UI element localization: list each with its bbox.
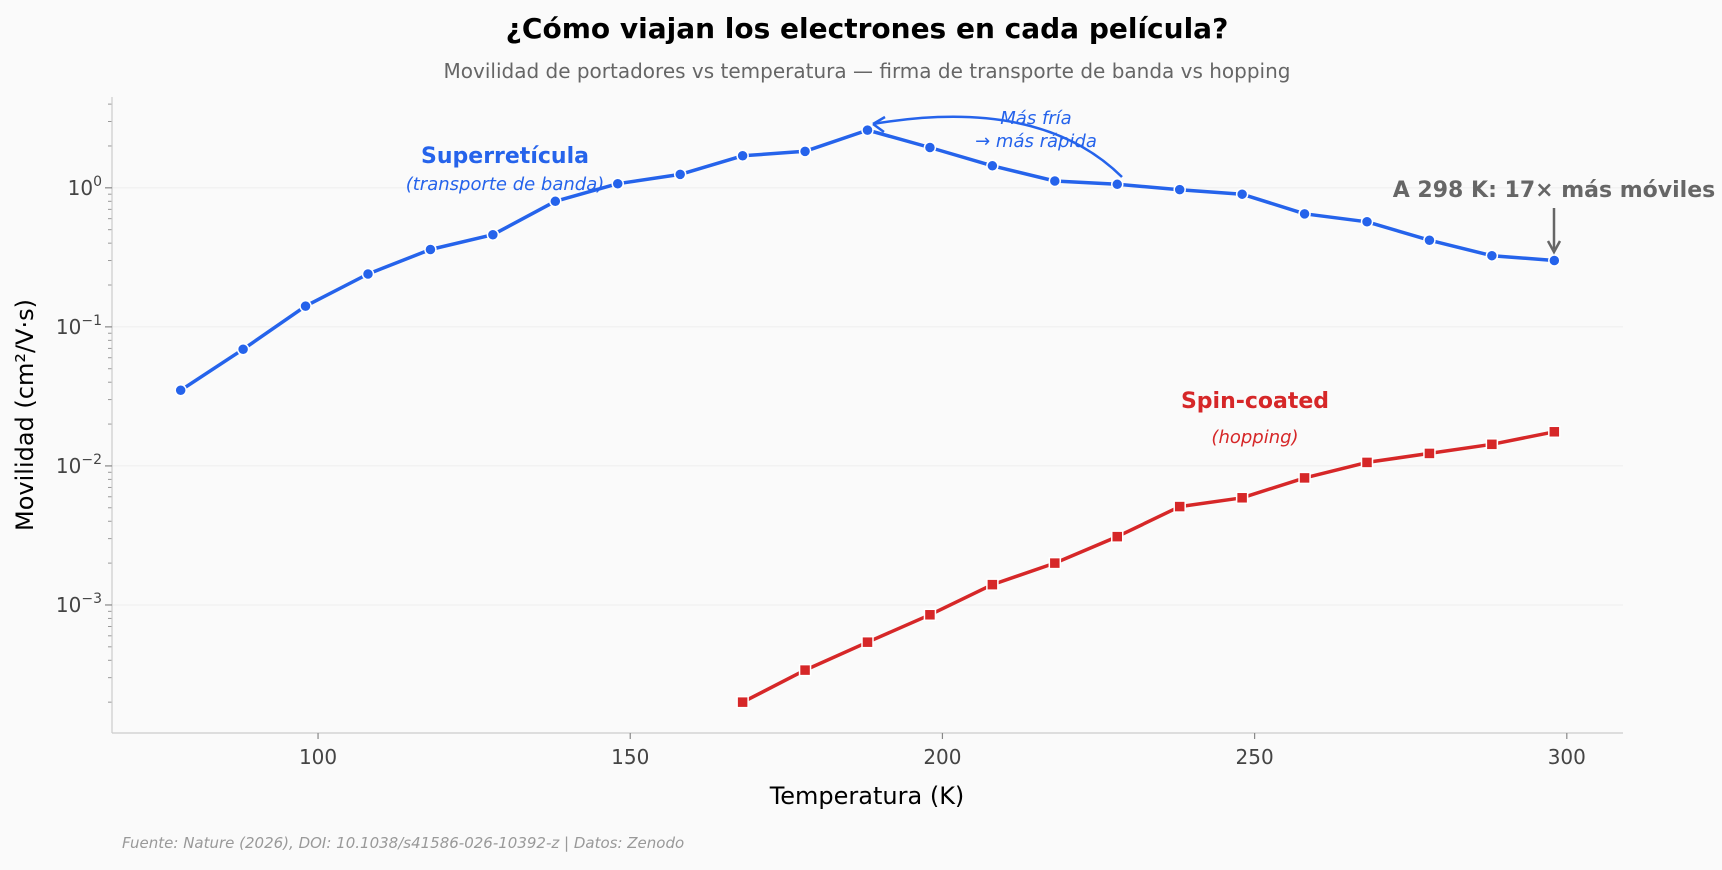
- data-point-spin-coated: [861, 635, 874, 649]
- chart-subtitle: Movilidad de portadores vs temperatura —…: [444, 59, 1291, 83]
- x-tick-label: 100: [299, 745, 337, 769]
- data-point-superret-cula: [1173, 183, 1186, 196]
- data-point-superret-cula: [736, 149, 749, 163]
- y-axis-label: Movilidad (cm²/V·s): [11, 299, 39, 531]
- data-point-superret-cula: [611, 177, 624, 190]
- data-point-spin-coated: [1298, 471, 1311, 485]
- x-axis-ticks: 100 150 200 250 300: [299, 733, 1586, 769]
- x-tick-label: 200: [923, 745, 961, 769]
- data-point-superret-cula: [236, 343, 250, 356]
- y-tick-label: 100: [68, 174, 102, 200]
- series-layer: [174, 123, 1561, 709]
- peak-arrow-head-icon: [872, 115, 886, 134]
- data-point-superret-cula: [1360, 215, 1374, 229]
- data-point-superret-cula: [986, 159, 999, 173]
- ratio-arrow-head-icon: [1546, 240, 1562, 255]
- data-point-spin-coated: [1173, 500, 1186, 513]
- y-tick-label: 10−2: [56, 452, 102, 478]
- peak-note-line2: → más rápida: [975, 131, 1097, 152]
- ratio-note: A 298 K: 17× más móviles: [1393, 178, 1715, 203]
- y-tick-label: 10−1: [56, 313, 102, 339]
- y-tick-label: 10−3: [56, 591, 102, 617]
- data-point-superret-cula: [424, 243, 437, 256]
- data-point-superret-cula: [1423, 233, 1436, 247]
- data-point-superret-cula: [299, 299, 312, 313]
- data-point-superret-cula: [798, 145, 812, 158]
- data-point-spin-coated: [1548, 425, 1561, 439]
- grid-lines: [112, 187, 1623, 606]
- data-point-spin-coated: [1423, 447, 1436, 460]
- data-point-superret-cula: [923, 141, 937, 154]
- data-point-spin-coated: [1360, 456, 1374, 469]
- peak-note-line1: Más fría: [1000, 108, 1071, 129]
- data-point-superret-cula: [1111, 178, 1124, 191]
- data-point-spin-coated: [1111, 530, 1124, 543]
- series-label-superreticula: Superretícula: [421, 144, 589, 169]
- data-point-superret-cula: [361, 267, 375, 281]
- x-axis-label: Temperatura (K): [769, 782, 965, 810]
- data-point-spin-coated: [798, 663, 812, 677]
- data-point-superret-cula: [1548, 254, 1561, 267]
- data-point-spin-coated: [736, 695, 749, 709]
- data-point-superret-cula: [1485, 249, 1499, 262]
- data-point-superret-cula: [1235, 187, 1249, 201]
- peak-curved-arrow-line: [872, 115, 1123, 178]
- data-point-superret-cula: [1048, 174, 1062, 188]
- data-point-spin-coated: [1048, 556, 1062, 570]
- series-line-spin-coated: [740, 430, 1557, 704]
- series-label-spin-coated: Spin-coated: [1181, 389, 1329, 414]
- data-point-spin-coated: [986, 578, 999, 591]
- series-sublabel-superreticula: (transporte de banda): [406, 174, 605, 195]
- x-tick-label: 300: [1548, 745, 1586, 769]
- minor-ticks: [108, 103, 112, 703]
- data-point-superret-cula: [549, 195, 562, 208]
- series-sublabel-spin-coated: (hopping): [1211, 427, 1298, 448]
- source-note: Fuente: Nature (2026), DOI: 10.1038/s415…: [122, 834, 684, 852]
- data-point-spin-coated: [923, 608, 937, 622]
- data-point-superret-cula: [174, 384, 187, 397]
- chart-title: ¿Cómo viajan los electrones en cada pelí…: [506, 12, 1229, 45]
- y-axis-ticks: 100 10−1 10−2 10−3: [56, 174, 112, 617]
- data-point-superret-cula: [673, 168, 687, 181]
- data-point-superret-cula: [486, 228, 500, 241]
- x-tick-label: 250: [1236, 745, 1274, 769]
- data-point-spin-coated: [1485, 438, 1499, 451]
- x-tick-label: 150: [611, 745, 649, 769]
- data-point-superret-cula: [1298, 207, 1311, 221]
- data-point-superret-cula: [861, 123, 874, 137]
- data-point-spin-coated: [1235, 491, 1249, 505]
